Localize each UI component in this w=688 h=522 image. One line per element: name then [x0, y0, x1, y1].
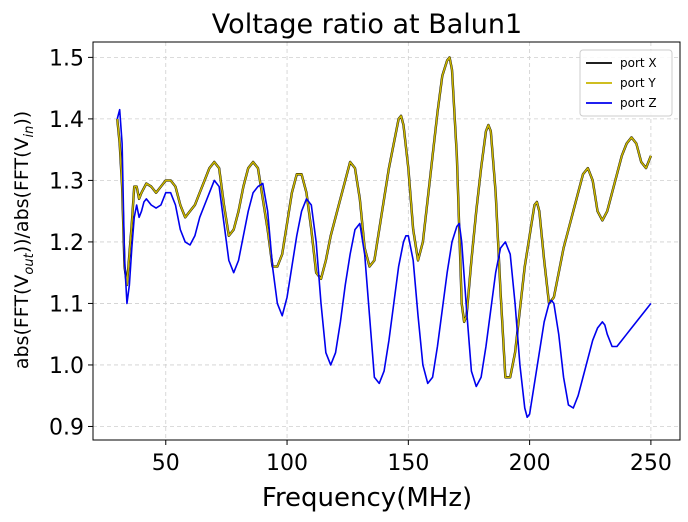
x-tick-label: 100: [266, 451, 308, 476]
y-tick-label: 1.3: [49, 169, 84, 194]
x-axis: 50 100 150 200 250: [152, 440, 672, 476]
y-axis: 0.9 1.0 1.1 1.2 1.3 1.4 1.5: [49, 46, 93, 440]
x-tick-label: 200: [509, 451, 551, 476]
axes-frame: [92, 41, 681, 441]
y-axis-title-middle: ))/abs(FFT(V: [11, 138, 33, 254]
legend-label: port Z: [620, 96, 657, 110]
x-tick-label: 50: [152, 451, 180, 476]
plot-area: [116, 56, 653, 419]
legend: port X port Y port Z: [579, 49, 673, 117]
y-tick-label: 1.2: [49, 231, 84, 256]
series-line-port-z: [116, 108, 652, 419]
y-tick-label: 1.4: [49, 108, 84, 133]
x-tick-label: 150: [387, 451, 429, 476]
legend-label: port Y: [620, 76, 656, 90]
y-axis-title: abs(FFT(Vout))/abs(FFT(Vin)): [11, 111, 37, 369]
legend-label: port X: [620, 56, 657, 70]
y-axis-title-prefix: abs(FFT(V: [11, 275, 33, 370]
y-axis-title-sub-out: out: [22, 252, 37, 274]
series-line-port-y: [116, 56, 652, 379]
y-axis-title-sub-in: in: [22, 126, 37, 138]
x-tick-label: 250: [630, 451, 672, 476]
y-tick-label: 1.1: [49, 292, 84, 317]
y-tick-label: 1.5: [49, 46, 84, 71]
chart-title: Voltage ratio at Balun1: [212, 9, 522, 40]
y-tick-label: 0.9: [49, 415, 84, 440]
x-axis-title: Frequency(MHz): [262, 483, 472, 513]
y-tick-label: 1.0: [49, 354, 84, 379]
y-axis-title-suffix: )): [11, 111, 33, 126]
legend-box: [579, 49, 673, 117]
series-layer: [116, 56, 653, 419]
